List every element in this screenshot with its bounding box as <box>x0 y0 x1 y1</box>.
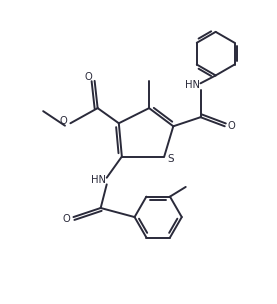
Text: S: S <box>168 154 174 164</box>
Text: O: O <box>84 72 92 82</box>
Text: O: O <box>60 116 68 126</box>
Text: HN: HN <box>184 80 199 89</box>
Text: O: O <box>63 214 71 223</box>
Text: HN: HN <box>91 175 106 185</box>
Text: O: O <box>227 121 235 131</box>
